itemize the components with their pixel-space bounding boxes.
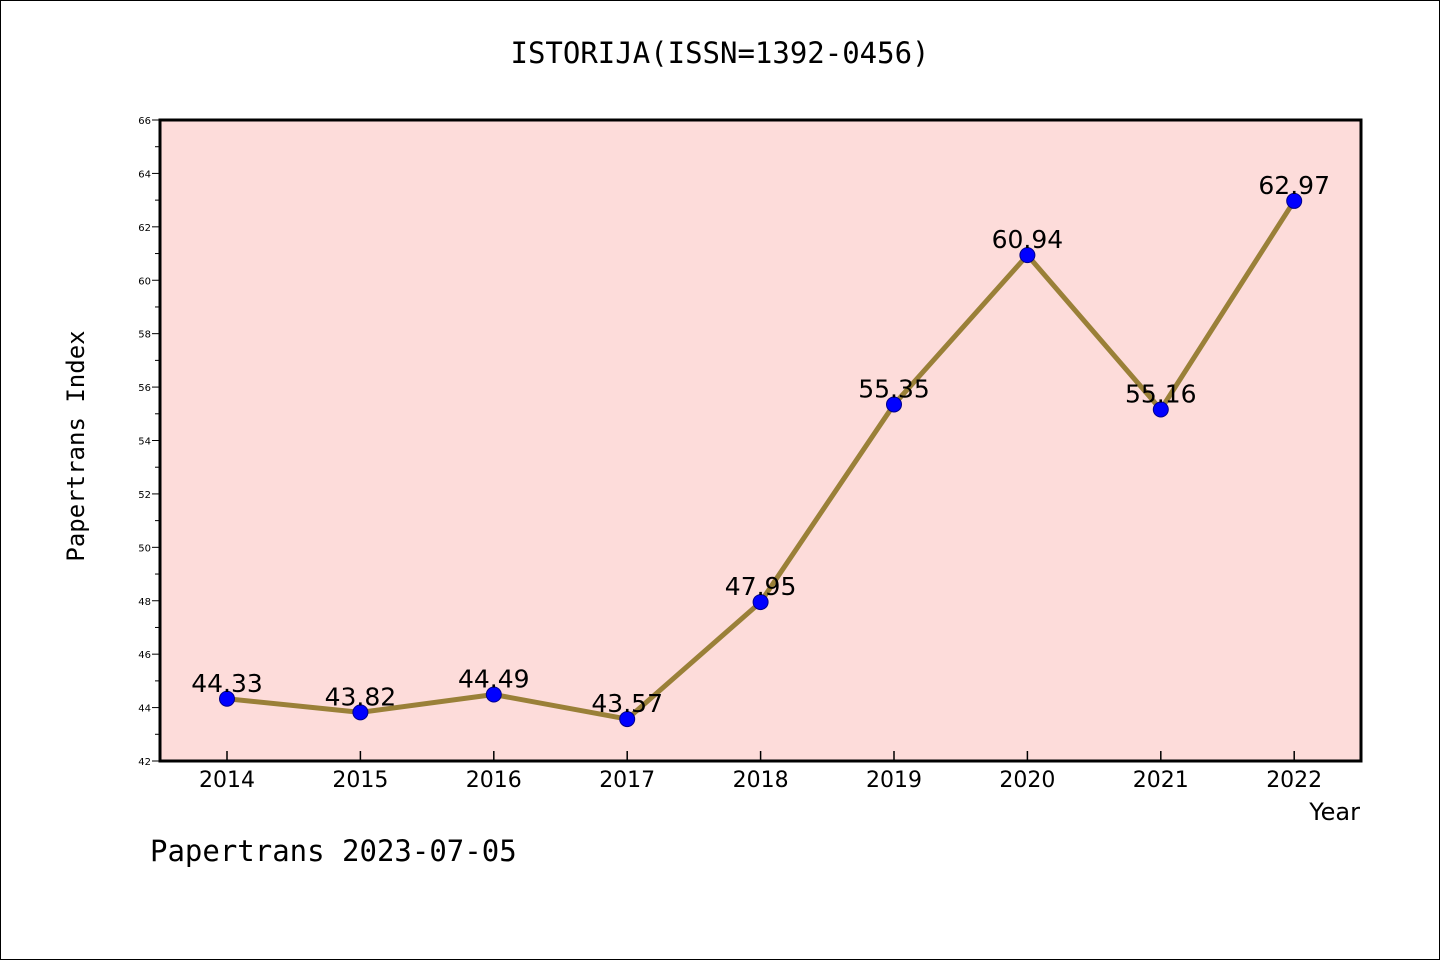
data-point-marker <box>752 594 769 611</box>
plot-border <box>158 118 1363 763</box>
chart-title: ISTORIJA(ISSN=1392-0456) <box>510 36 930 70</box>
y-tick-label: 60 <box>138 276 151 287</box>
plot-area <box>160 120 1361 761</box>
y-tick-label: 64 <box>138 169 151 180</box>
data-value-label: 47.95 <box>725 572 797 601</box>
data-markers <box>219 192 1303 728</box>
x-tick-label: 2022 <box>1266 768 1322 793</box>
footer-text: Papertrans 2023-07-05 <box>150 834 517 868</box>
y-tick-label: 62 <box>138 223 151 234</box>
data-value-label: 60.94 <box>992 225 1064 254</box>
data-point-marker <box>1152 401 1169 418</box>
y-tick-label: 44 <box>138 704 151 715</box>
y-tick-label: 46 <box>138 650 151 661</box>
data-point-marker <box>352 704 369 721</box>
y-tick-label: 54 <box>138 437 151 448</box>
data-labels: 44.33 43.82 44.49 43.57 47.95 55.35 60.94 55.16… <box>191 171 1330 718</box>
x-axis-label: Year <box>1308 798 1360 826</box>
x-tick-label: 2019 <box>866 768 922 793</box>
y-tick-label: 50 <box>138 543 151 554</box>
x-tick-label: 2015 <box>332 768 388 793</box>
x-tick-label: 2018 <box>733 768 789 793</box>
y-tick-label: 66 <box>138 116 151 127</box>
x-tick-label: 2017 <box>599 768 655 793</box>
data-value-label: 55.35 <box>858 374 930 403</box>
data-point-marker <box>1286 192 1303 209</box>
y-axis-ticks: 42 44 46 48 50 52 54 56 58 60 62 64 66 <box>138 116 160 768</box>
data-point-marker <box>485 686 502 703</box>
y-tick-label: 52 <box>138 490 151 501</box>
data-value-label: 62.97 <box>1258 171 1330 200</box>
data-value-label: 44.33 <box>191 669 263 698</box>
data-point-marker <box>219 690 235 707</box>
x-tick-label: 2021 <box>1133 768 1189 793</box>
y-tick-label: 48 <box>138 597 151 608</box>
x-axis-ticks: 2014 2015 2016 2017 2018 2019 2020 2021 2022 <box>199 751 1322 793</box>
x-tick-label: 2020 <box>999 768 1055 793</box>
data-value-label: 43.57 <box>591 689 663 718</box>
data-value-label: 44.49 <box>458 664 530 693</box>
data-point-marker <box>1019 247 1036 264</box>
data-value-label: 55.16 <box>1125 380 1197 409</box>
data-value-label: 43.82 <box>325 682 397 711</box>
y-tick-label: 58 <box>138 330 151 341</box>
data-point-marker <box>886 396 902 413</box>
x-tick-label: 2016 <box>466 768 522 793</box>
data-point-marker <box>619 711 636 728</box>
x-tick-label: 2014 <box>199 768 255 793</box>
y-tick-label: 42 <box>138 757 151 768</box>
y-tick-label: 56 <box>138 383 151 394</box>
